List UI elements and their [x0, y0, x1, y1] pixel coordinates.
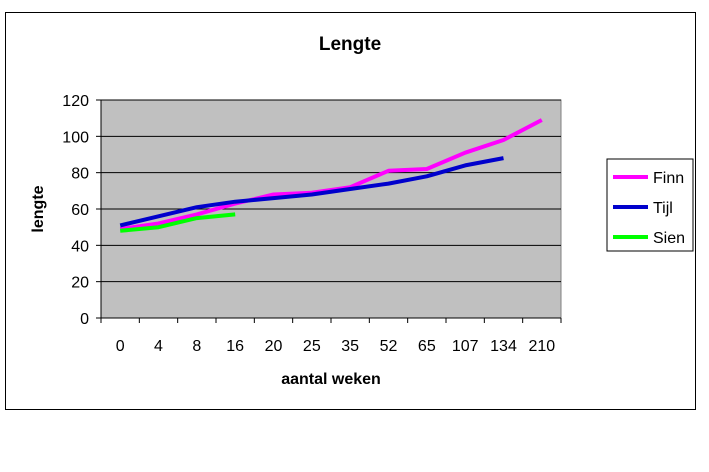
- gridlines: [101, 99, 561, 283]
- x-tick-label: 8: [192, 338, 201, 355]
- y-axis-label: lengte: [30, 185, 47, 232]
- y-tick-label: 80: [71, 166, 89, 183]
- x-tick-label: 52: [380, 338, 398, 355]
- chart-title: Lengte: [319, 34, 381, 55]
- legend-entries: Finn Tijl Sien: [613, 170, 685, 247]
- x-tick-label: 35: [341, 338, 359, 355]
- x-tick-label: 65: [418, 338, 436, 355]
- x-tick-label: 20: [265, 338, 283, 355]
- x-tick-label: 4: [154, 338, 163, 355]
- series-line-tijl: [119, 156, 504, 228]
- x-tick-label: 16: [226, 338, 244, 355]
- series-lines: [119, 118, 543, 233]
- x-tick-label: 210: [528, 338, 555, 355]
- x-tick-label: 134: [490, 338, 517, 355]
- x-tick-label: 25: [303, 338, 321, 355]
- y-tick-label: 60: [71, 202, 89, 219]
- legend-label-sien: Sien: [653, 230, 685, 247]
- y-tick-label: 0: [80, 311, 89, 328]
- x-axis-label: aantal weken: [281, 371, 381, 388]
- y-tick-label: 40: [71, 238, 89, 255]
- x-tick-label: 0: [116, 338, 125, 355]
- y-tick-label: 120: [62, 93, 89, 110]
- legend-label-finn: Finn: [653, 170, 684, 187]
- y-tick-label: 100: [62, 129, 89, 146]
- x-tick-label: 107: [452, 338, 479, 355]
- series-line-sien: [120, 212, 236, 233]
- legend-label-tijl: Tijl: [653, 200, 673, 217]
- y-tick-label: 20: [71, 275, 89, 292]
- axes: 0 20 40 60 80 100 120 0 4 8 16 20 25 35 52 65 107 134 210: [62, 93, 562, 355]
